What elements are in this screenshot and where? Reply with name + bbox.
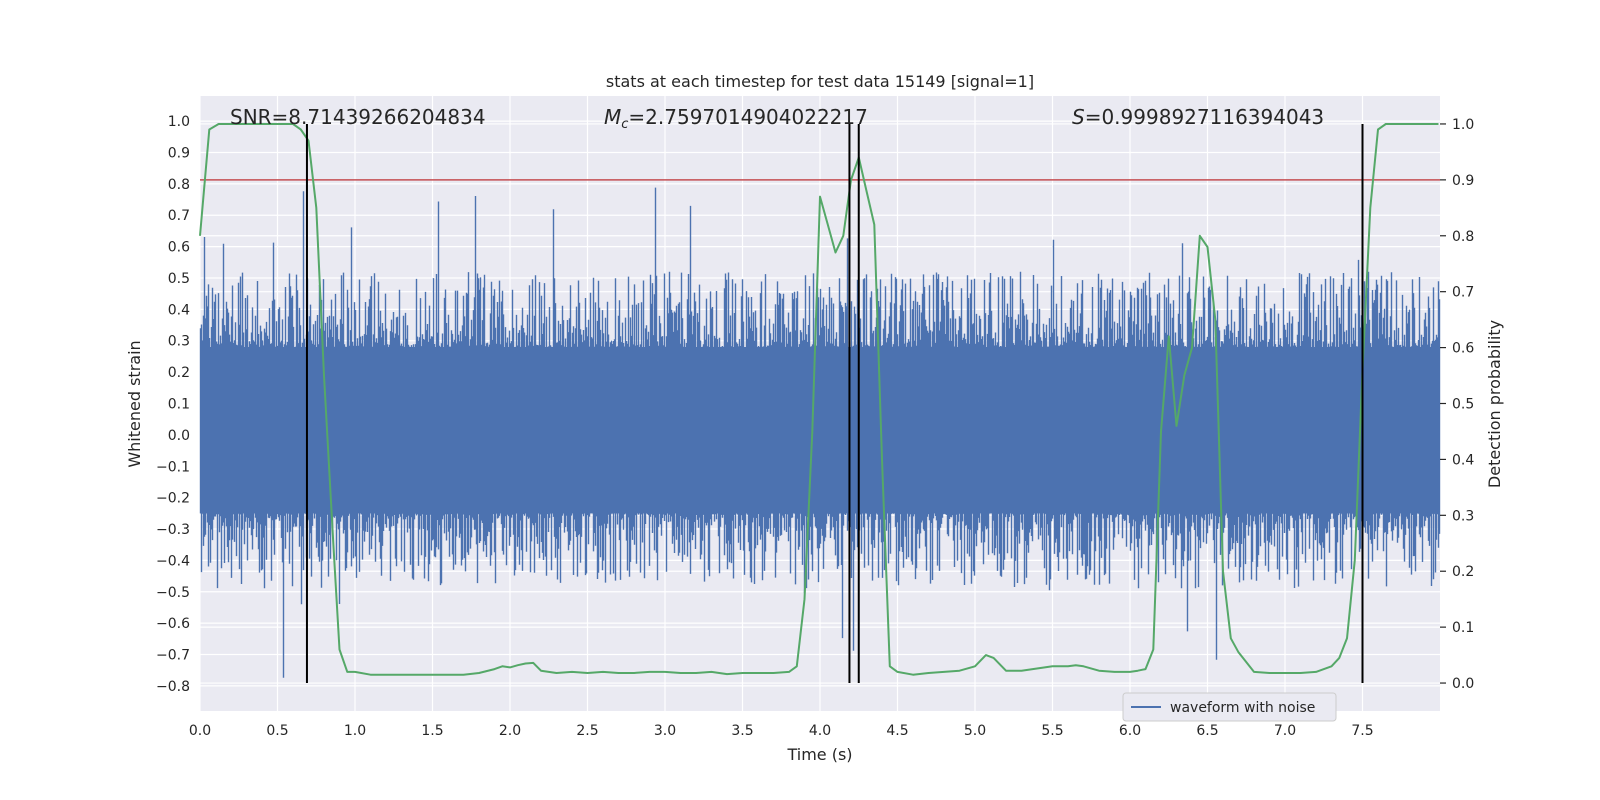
- left-y-tick-label: 0.1: [168, 397, 190, 413]
- right-y-tick-label: 0.4: [1452, 452, 1474, 468]
- left-y-axis-ticks: −0.8 −0.7 −0.6 −0.5 −0.4 −0.3 −0.2 −0.1 0.0 0.1 0.…: [156, 114, 190, 695]
- x-tick-label: 7.5: [1351, 723, 1373, 739]
- chirp-mass-annotation: Mc=2.7597014904022217: [604, 105, 868, 132]
- x-tick-label: 3.5: [731, 723, 753, 739]
- right-y-axis-ticks: 0.0 0.1 0.2 0.3 0.4 0.5 0.6 0.7 0.8 0.9 1.0: [1440, 117, 1474, 692]
- left-y-tick-label: −0.4: [156, 553, 190, 569]
- s-annotation: S=0.9998927116394043: [1072, 105, 1324, 129]
- s-symbol: S: [1072, 105, 1085, 129]
- right-y-tick-label: 0.5: [1452, 397, 1474, 413]
- chirp-mass-symbol: M: [604, 105, 621, 129]
- x-tick-label: 5.0: [964, 723, 986, 739]
- right-y-tick-label: 0.1: [1452, 620, 1474, 636]
- right-y-tick-label: 1.0: [1452, 117, 1474, 133]
- right-y-tick-label: 0.6: [1452, 341, 1474, 357]
- legend: waveform with noise: [1122, 692, 1337, 722]
- chart-title: stats at each timestep for test data 151…: [606, 72, 1034, 91]
- detection-probability-line: [199, 123, 1439, 676]
- left-y-tick-label: −0.7: [156, 648, 190, 664]
- x-tick-label: 5.5: [1041, 723, 1063, 739]
- left-y-tick-label: 0.7: [168, 208, 190, 224]
- detection-probability-series: [199, 123, 1439, 676]
- vertical-markers: [305, 123, 1364, 684]
- left-y-tick-label: −0.1: [156, 459, 190, 475]
- left-y-tick-label: 0.8: [168, 177, 190, 193]
- x-tick-label: 6.0: [1119, 723, 1141, 739]
- right-y-axis-label: Detection probability: [1485, 320, 1504, 488]
- x-tick-label: 0.5: [266, 723, 288, 739]
- left-y-axis-label: Whitened strain: [125, 340, 144, 467]
- x-tick-label: 1.5: [421, 723, 443, 739]
- right-y-tick-label: 0.2: [1452, 564, 1474, 580]
- x-tick-label: 3.0: [654, 723, 676, 739]
- left-y-tick-label: 0.4: [168, 302, 190, 318]
- right-y-tick-label: 0.7: [1452, 285, 1474, 301]
- waveform-with-noise-series: [199, 187, 1441, 678]
- left-y-tick-label: 0.9: [168, 145, 190, 161]
- snr-annotation: SNR=8.71439266204834: [230, 105, 486, 129]
- s-value: =0.9998927116394043: [1085, 105, 1324, 129]
- x-tick-label: 1.0: [344, 723, 366, 739]
- right-y-tick-label: 0.3: [1452, 508, 1474, 524]
- right-y-tick-label: 0.0: [1452, 676, 1474, 692]
- x-tick-label: 0.0: [189, 723, 211, 739]
- legend-label-waveform: waveform with noise: [1170, 700, 1315, 716]
- right-y-tick-label: 0.9: [1452, 173, 1474, 189]
- x-tick-label: 2.0: [499, 723, 521, 739]
- left-y-tick-label: 1.0: [168, 114, 190, 130]
- right-y-tick-label: 0.8: [1452, 229, 1474, 245]
- left-y-tick-label: −0.3: [156, 522, 190, 538]
- x-tick-label: 4.0: [809, 723, 831, 739]
- left-y-tick-label: −0.8: [156, 679, 190, 695]
- left-y-tick-label: 0.2: [168, 365, 190, 381]
- x-tick-label: 4.5: [886, 723, 908, 739]
- chirp-mass-value: =2.7597014904022217: [628, 105, 867, 129]
- x-tick-label: 2.5: [576, 723, 598, 739]
- left-y-tick-label: 0.0: [168, 428, 190, 444]
- left-y-tick-label: 0.3: [168, 334, 190, 350]
- x-axis-ticks: 0.0 0.5 1.0 1.5 2.0 2.5 3.0 3.5 4.0 4.5 5.0 5.5 6.0 6…: [189, 723, 1374, 739]
- x-tick-label: 7.0: [1274, 723, 1296, 739]
- x-axis-label: Time (s): [786, 745, 852, 764]
- left-y-tick-label: −0.2: [156, 491, 190, 507]
- left-y-tick-label: −0.5: [156, 585, 190, 601]
- legend-box: [1122, 692, 1337, 722]
- x-tick-label: 6.5: [1196, 723, 1218, 739]
- left-y-tick-label: −0.6: [156, 616, 190, 632]
- left-y-tick-label: 0.5: [168, 271, 190, 287]
- left-y-tick-label: 0.6: [168, 240, 190, 256]
- chirp-mass-subscript: c: [621, 117, 628, 132]
